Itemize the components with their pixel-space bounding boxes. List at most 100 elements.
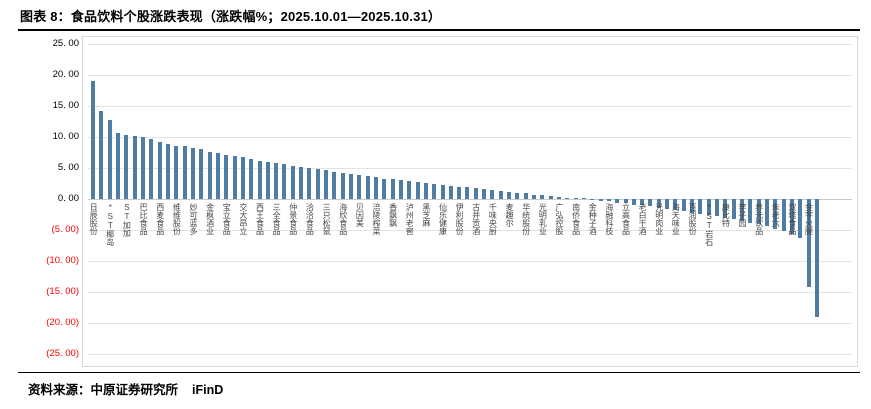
bar xyxy=(556,196,561,199)
bar xyxy=(648,199,653,207)
bar xyxy=(215,153,220,199)
x-category-label: 光明乳业 xyxy=(538,203,548,235)
x-category-label: 古井贡酒 xyxy=(471,203,481,235)
bar xyxy=(373,177,378,199)
x-category-label: 海融科技 xyxy=(604,203,614,235)
gridline xyxy=(88,261,852,262)
x-category-label: *ST岩石 xyxy=(704,203,714,246)
data-provider-label: iFinD xyxy=(192,383,224,397)
bar xyxy=(365,176,370,199)
bar xyxy=(673,199,678,211)
bar xyxy=(149,139,154,199)
bar xyxy=(257,160,262,199)
bar xyxy=(124,135,129,199)
x-category-label: 洽洽食品 xyxy=(305,203,315,235)
x-category-label: 金枫酒业 xyxy=(205,203,215,235)
x-category-label: 涪陵榨菜 xyxy=(371,203,381,235)
bar xyxy=(349,174,354,199)
bar xyxy=(789,199,794,235)
x-category-label: 西麦食品 xyxy=(155,203,165,235)
y-tick-label: (20. 00) xyxy=(46,317,79,328)
bar xyxy=(656,199,661,208)
x-category-label: 泸州老窖 xyxy=(405,203,415,235)
x-category-label: *ST椰岛 xyxy=(105,203,115,246)
gridline xyxy=(88,292,852,293)
source-label: 资料来源：中原证券研究所 xyxy=(28,383,179,397)
bar xyxy=(132,136,137,199)
x-category-label: 海欣食品 xyxy=(338,203,348,235)
x-category-label: 百润股份 xyxy=(688,203,698,235)
bar xyxy=(731,199,736,219)
x-category-label: 维维股份 xyxy=(172,203,182,235)
bar xyxy=(573,198,578,199)
y-tick-label: (15. 00) xyxy=(46,286,79,297)
x-category-label: 千味央厨 xyxy=(488,203,498,235)
x-category-label: 金种子酒 xyxy=(588,203,598,235)
bar xyxy=(748,199,753,223)
bar xyxy=(532,194,537,199)
bar xyxy=(166,144,171,199)
x-category-label: 伊利股份 xyxy=(455,203,465,235)
bar xyxy=(299,166,304,199)
chart-title: 图表 8：食品饮料个股涨跌表现（涨跌幅%；2025.10.01—2025.10.… xyxy=(20,9,442,24)
x-category-label: 三只松鼠 xyxy=(322,203,332,235)
x-category-label: 妙可蓝多 xyxy=(188,203,198,235)
y-tick-label: (25. 00) xyxy=(46,348,79,359)
bar xyxy=(274,163,279,199)
x-category-label: 仙乐健康 xyxy=(438,203,448,235)
bar xyxy=(199,149,204,199)
bar xyxy=(307,168,312,199)
zero-axis-line xyxy=(88,199,852,200)
bar xyxy=(141,137,146,199)
x-category-label: 海天味业 xyxy=(671,203,681,235)
bar xyxy=(773,199,778,229)
bar xyxy=(157,141,162,199)
bar xyxy=(265,161,270,199)
x-category-label: 康比特 xyxy=(721,203,731,227)
y-tick-label: 15. 00 xyxy=(52,100,79,111)
x-category-label: 黑芝麻 xyxy=(421,203,431,227)
y-tick-label: 20. 00 xyxy=(52,69,79,80)
x-category-label: ST加加 xyxy=(122,203,132,237)
y-tick-label: 10. 00 xyxy=(52,131,79,142)
bar xyxy=(448,185,453,199)
y-tick-label: 5. 00 xyxy=(57,162,79,173)
x-category-label: 宝立食品 xyxy=(222,203,232,235)
gridline xyxy=(88,230,852,231)
bar xyxy=(764,199,769,227)
bar xyxy=(723,199,728,218)
x-category-label: 朱老六 xyxy=(771,203,781,227)
bar xyxy=(814,199,819,317)
bar xyxy=(240,157,245,199)
source-note: 资料来源：中原证券研究所 iFinD xyxy=(28,379,223,398)
x-category-label: 西王食品 xyxy=(255,203,265,235)
bar xyxy=(665,199,670,209)
bar xyxy=(482,189,487,199)
gridline xyxy=(88,44,852,45)
bar xyxy=(473,188,478,199)
bar xyxy=(615,199,620,203)
x-category-label: 广弘控股 xyxy=(554,203,564,235)
bar xyxy=(806,199,811,288)
x-category-label: 金字火腿 xyxy=(804,203,814,235)
x-category-label: 南侨食品 xyxy=(571,203,581,235)
bar xyxy=(590,199,595,200)
gridline xyxy=(88,168,852,169)
bar xyxy=(798,199,803,239)
bar xyxy=(457,186,462,199)
bar xyxy=(207,151,212,199)
bar xyxy=(91,81,96,199)
bar xyxy=(174,145,179,199)
x-category-label: 三全食品 xyxy=(272,203,282,235)
x-category-label: 养元饮品 xyxy=(754,203,764,235)
x-category-label: 仲景食品 xyxy=(288,203,298,235)
y-tick-label: (10. 00) xyxy=(46,255,79,266)
bar xyxy=(190,148,195,199)
gridline xyxy=(88,75,852,76)
x-category-label: 麦趣尔 xyxy=(505,203,515,227)
x-category-label: 交大昂立 xyxy=(238,203,248,235)
bar xyxy=(756,199,761,225)
bar xyxy=(631,199,636,205)
bar xyxy=(515,192,520,199)
